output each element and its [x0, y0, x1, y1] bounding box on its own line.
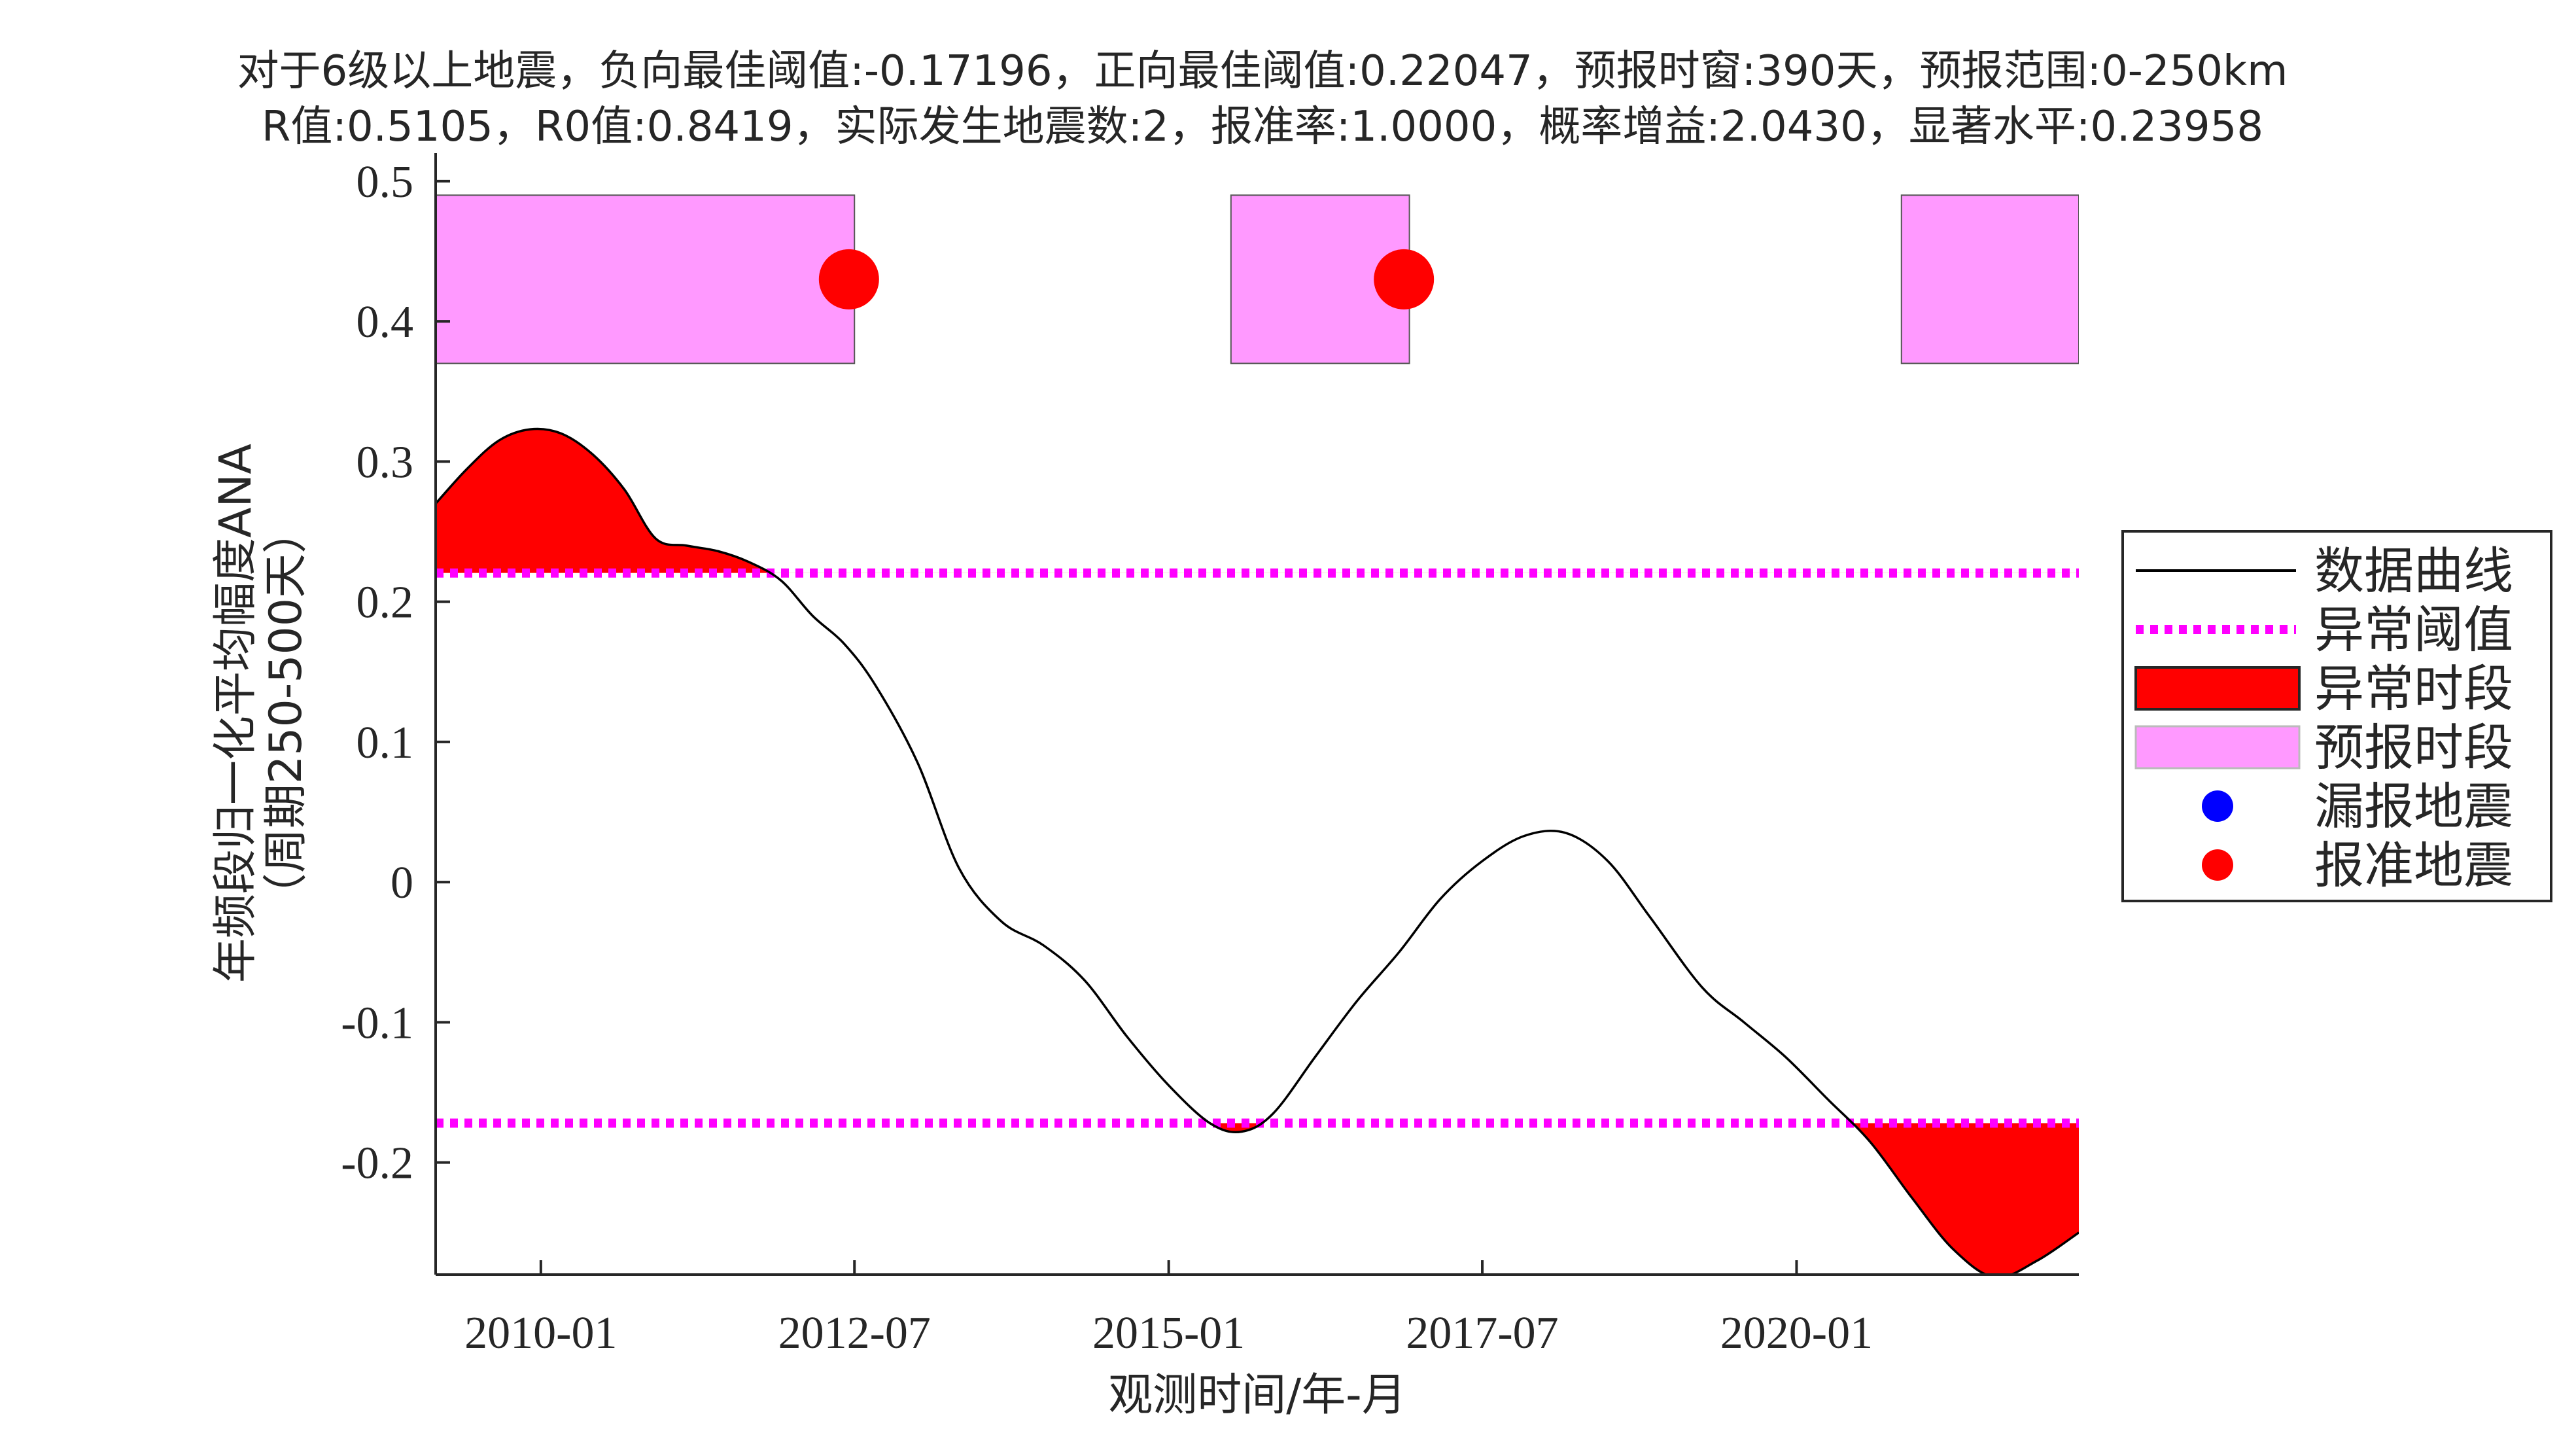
y-tick-label: 0.5 [357, 157, 414, 207]
anomaly-period-negative [1210, 1123, 2079, 1275]
y-tick-label: -0.1 [341, 998, 413, 1048]
y-tick-label: 0 [391, 858, 413, 908]
forecast-periods [436, 194, 2079, 364]
y-tick-label: 0.4 [357, 297, 414, 347]
y-tick-label: 0.3 [357, 437, 414, 487]
y-tick-label: 0.2 [357, 578, 414, 628]
x-axis-label: 观测时间/年-月 [1108, 1369, 1406, 1421]
chart-title-line-2: R值:0.5105，R0值:0.8419，实际发生地震数:2，报准率:1.000… [262, 103, 2263, 151]
legend-swatch-forecast [2134, 725, 2301, 769]
legend-label: 数据曲线 [2314, 542, 2513, 600]
legend-label: 漏报地震 [2314, 777, 2513, 836]
legend-swatch-anomaly [2134, 666, 2301, 711]
axes [434, 153, 2079, 1276]
legend-label: 异常时段 [2314, 660, 2513, 718]
forecast-period [436, 194, 856, 364]
legend-label: 异常阈值 [2314, 601, 2513, 659]
data-curve [436, 427, 2079, 1275]
y-tick-label: 0.1 [357, 718, 414, 768]
x-tick-label: 2010-01 [464, 1308, 617, 1358]
threshold-lines [436, 568, 2079, 1128]
anomaly-period-positive [436, 429, 2079, 573]
x-tick-label: 2012-07 [778, 1308, 931, 1358]
legend-label: 预报时段 [2314, 718, 2513, 777]
y-tick-label: -0.2 [341, 1139, 413, 1189]
x-tick-label: 2020-01 [1720, 1308, 1873, 1358]
data-curve-group [436, 427, 2079, 1275]
legend-marker-missed [2202, 790, 2233, 822]
legend-label: 报准地震 [2314, 836, 2513, 894]
x-tick-label: 2015-01 [1092, 1308, 1245, 1358]
legend-box [2121, 530, 2552, 902]
x-ticks: 2010-01 2012-07 2015-01 2017-07 2020-01 [464, 1260, 1873, 1358]
earthquake-markers [818, 249, 1435, 309]
y-ticks: 0.5 0.4 0.3 0.2 0.1 0 -0.1 -0.2 [341, 157, 450, 1189]
chart-title-line-1: 对于6级以上地震，负向最佳阈值:-0.17196，正向最佳阈值:0.22047，… [237, 47, 2288, 96]
earthquake-marker-hit [818, 249, 879, 309]
legend-marker-hit [2202, 849, 2233, 881]
y-axis-label-line-2: （周期250-500天） [260, 509, 312, 917]
x-tick-label: 2017-07 [1406, 1308, 1558, 1358]
y-axis-label-line-1: 年频段归一化平均幅度ANA [210, 444, 262, 983]
plot-area [436, 194, 2079, 1275]
forecast-period [1900, 194, 2079, 364]
anomaly-periods [436, 429, 2079, 1275]
earthquake-marker-hit [1374, 249, 1435, 309]
